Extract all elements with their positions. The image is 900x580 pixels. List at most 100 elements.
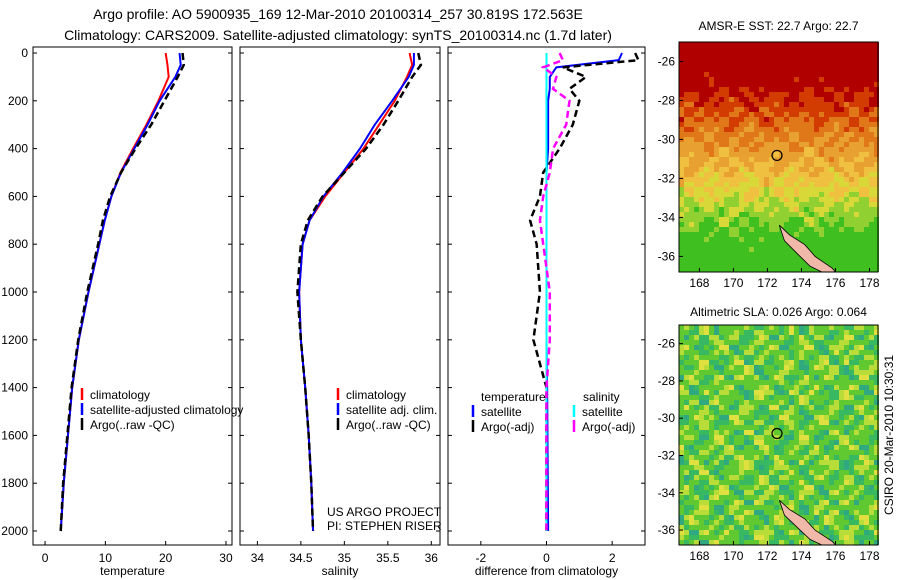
map-cell [769,127,774,132]
map-cell [709,52,714,57]
map-cell [714,117,719,122]
map-cell [874,132,879,137]
map-cell [699,62,704,67]
map-cell [704,440,709,445]
map-cell [824,217,829,222]
map-cell [704,57,709,62]
map-cell [809,540,814,545]
map-cell [699,52,704,57]
map-cell [779,107,784,112]
map-cell [684,172,689,177]
map-cell [764,330,769,335]
map-cell [724,480,729,485]
map-cell [774,495,779,500]
map-cell [744,360,749,365]
map-cell [829,62,834,67]
map-cell [739,375,744,380]
map-cell [789,132,794,137]
map-cell [744,415,749,420]
map-cell [719,335,724,340]
map-cell [719,505,724,510]
map-cell [839,42,844,47]
map-cell [789,92,794,97]
map-cell [834,510,839,515]
map-cell [824,490,829,495]
map-cell [844,475,849,480]
map-cell [804,202,809,207]
map-cell [874,375,879,380]
map-cell [829,232,834,237]
map-cell [749,202,754,207]
map-cell [849,207,854,212]
map-cell [874,92,879,97]
map-cell [694,475,699,480]
map-cell [859,540,864,545]
lat-tick-label: -32 [658,449,676,463]
map-cell [699,247,704,252]
map-cell [774,252,779,257]
map-cell [774,52,779,57]
map-cell [689,132,694,137]
map-cell [869,445,874,450]
map-cell [844,360,849,365]
map-cell [759,465,764,470]
map-cell [854,202,859,207]
map-cell [714,430,719,435]
map-cell [789,137,794,142]
map-cell [794,207,799,212]
map-cell [679,420,684,425]
map-cell [699,197,704,202]
map-cell [859,500,864,505]
map-cell [789,247,794,252]
map-cell [819,147,824,152]
lat-tick-label: -34 [658,486,676,500]
map-cell [719,375,724,380]
map-cell [864,460,869,465]
map-cell [694,112,699,117]
map-cell [704,325,709,330]
map-cell [754,400,759,405]
project-annotation: US ARGO PROJECT [327,505,442,519]
map-cell [774,505,779,510]
map-cell [864,430,869,435]
map-cell [764,187,769,192]
map-cell [709,152,714,157]
map-cell [689,182,694,187]
map-cell [769,187,774,192]
map-cell [819,52,824,57]
map-cell [819,242,824,247]
map-cell [839,157,844,162]
map-cell [754,335,759,340]
map-cell [694,67,699,72]
map-cell [709,445,714,450]
map-cell [734,92,739,97]
map-cell [849,62,854,67]
map-cell [789,252,794,257]
map-cell [819,470,824,475]
map-cell [784,137,789,142]
map-cell [759,510,764,515]
map-cell [729,132,734,137]
map-cell [704,267,709,272]
map-cell [874,262,879,267]
map-cell [714,167,719,172]
map-cell [834,330,839,335]
map-cell [794,380,799,385]
map-cell [844,257,849,262]
map-cell [739,490,744,495]
map-cell [799,232,804,237]
map-cell [719,237,724,242]
map-cell [784,92,789,97]
map-cell [804,192,809,197]
map-cell [764,390,769,395]
map-cell [799,440,804,445]
legend-label: climatology [346,388,406,402]
map-cell [754,345,759,350]
map-cell [869,172,874,177]
map-cell [739,232,744,237]
map-cell [679,217,684,222]
map-cell [864,395,869,400]
map-cell [834,47,839,52]
map-cell [744,365,749,370]
map-cell [799,237,804,242]
